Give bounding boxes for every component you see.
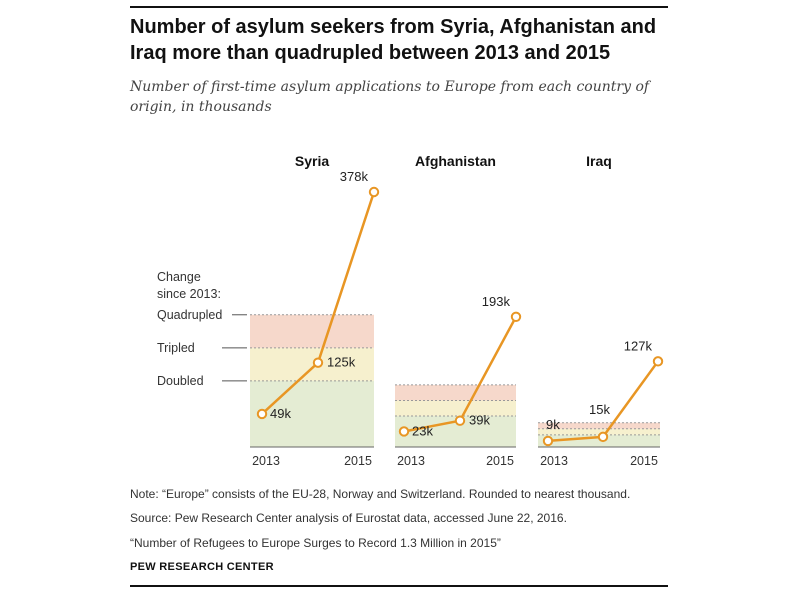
brand-logo-text: PEW RESEARCH CENTER	[130, 561, 274, 573]
afghanistan-point-2013	[398, 426, 410, 437]
afghanistan-panel-title: Afghanistan	[415, 153, 496, 169]
source-line: Source: Pew Research Center analysis of …	[130, 511, 567, 525]
afghanistan-band-doubled	[395, 400, 516, 416]
syria-x-tick-2015: 2015	[344, 454, 372, 468]
top-rule	[130, 6, 668, 8]
iraq-point-2015	[652, 356, 664, 367]
iraq-band-doubled	[538, 428, 660, 435]
bottom-rule	[130, 585, 668, 587]
footnote: Note: “Europe” consists of the EU-28, No…	[130, 487, 631, 501]
syria-panel-title: Syria	[295, 153, 329, 169]
iraq-panel-title: Iraq	[586, 153, 612, 169]
iraq-value-label-2014: 15k	[589, 402, 610, 417]
legend-tripled-label: Tripled	[157, 341, 195, 355]
afghanistan-x-tick-2013: 2013	[397, 454, 425, 468]
asylum-chart: Change since 2013: Quadrupled Tripled Do…	[157, 153, 664, 468]
legend-heading-line1: Change	[157, 270, 201, 284]
iraq-point-2013	[542, 435, 554, 447]
legend-heading-line2: since 2013:	[157, 287, 221, 301]
syria-x-tick-2013: 2013	[252, 454, 280, 468]
afghanistan-value-label-2015: 193k	[482, 294, 511, 309]
afghanistan-value-label-2014: 39k	[469, 413, 490, 428]
syria-band-tripled	[250, 314, 374, 348]
iraq-band-tripled	[538, 422, 660, 429]
syria-point-2013	[256, 408, 268, 420]
iraq-value-label-2015: 127k	[624, 338, 653, 353]
band-legend: Change since 2013: Quadrupled Tripled Do…	[157, 270, 247, 388]
chart-subtitle: Number of first-time asylum applications…	[130, 79, 650, 115]
iraq-value-label-2013: 9k	[546, 417, 560, 432]
syria-value-label-2013: 49k	[270, 406, 291, 421]
legend-quadrupled-label: Quadrupled	[157, 308, 222, 322]
reference-bands	[250, 314, 660, 448]
syria-band-doubled	[250, 347, 374, 381]
afghanistan-value-label-2013: 23k	[412, 423, 433, 438]
iraq-x-tick-2013: 2013	[540, 454, 568, 468]
report-citation: “Number of Refugees to Europe Surges to …	[130, 536, 501, 550]
syria-band-base	[250, 380, 374, 447]
afghanistan-point-2015	[510, 311, 522, 323]
syria-value-label-2015: 378k	[340, 169, 369, 184]
syria-point-2014	[312, 357, 324, 368]
iraq-point-2014	[597, 431, 609, 443]
afghanistan-band-tripled	[395, 384, 516, 401]
chart-title: Number of asylum seekers from Syria, Afg…	[130, 16, 657, 64]
chart-marks: Syria 2013 2015 49k 125k 378k Afghanistan 2013 2…	[252, 153, 664, 468]
syria-point-2015	[368, 186, 380, 198]
afghanistan-point-2014	[454, 415, 466, 426]
syria-value-label-2014: 125k	[327, 355, 356, 370]
afghanistan-x-tick-2015: 2015	[486, 454, 514, 468]
iraq-x-tick-2015: 2015	[630, 454, 658, 468]
iraq-band-base	[538, 434, 660, 447]
legend-doubled-label: Doubled	[157, 374, 204, 388]
